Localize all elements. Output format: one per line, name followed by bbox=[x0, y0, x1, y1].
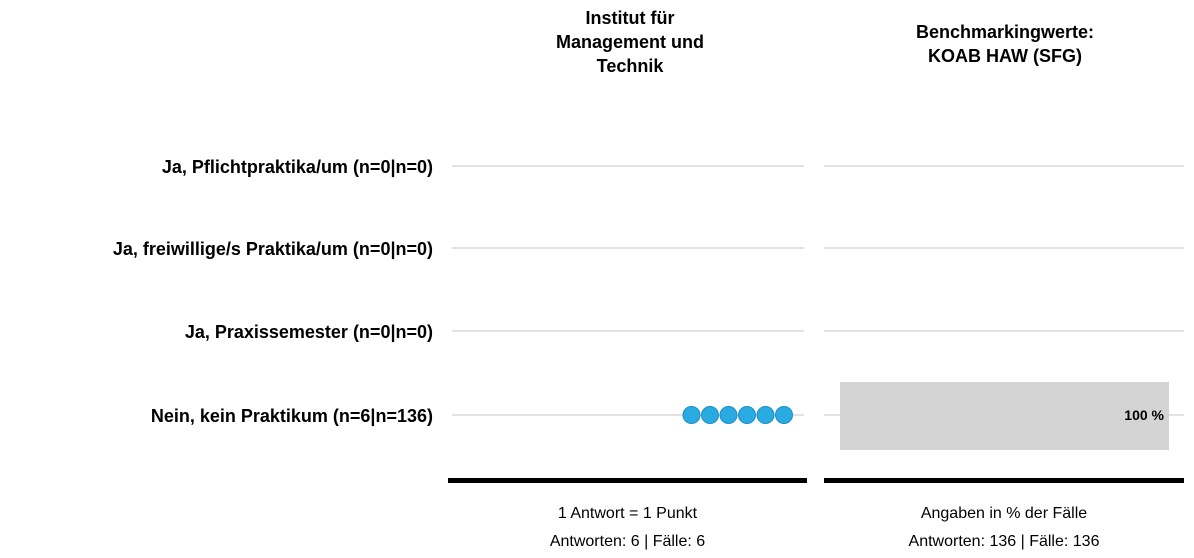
right-counts: Antworten: 136 | Fälle: 136 bbox=[908, 533, 1100, 550]
right-grid-line bbox=[824, 330, 1184, 332]
right-unit-note: Angaben in % der Fälle bbox=[920, 505, 1088, 522]
left-unit-note: 1 Antwort = 1 Punkt bbox=[557, 505, 698, 522]
row-label-pflichtpraktika: Ja, Pflichtpraktika/um (n=0|n=0) bbox=[161, 157, 433, 177]
response-dot bbox=[682, 406, 701, 424]
row-label-praxissemester: Ja, Praxissemester (n=0|n=0) bbox=[184, 322, 433, 342]
right-axis-bar bbox=[824, 478, 1184, 483]
response-dot bbox=[719, 406, 738, 424]
left-grid-line bbox=[452, 330, 804, 332]
row-label-kein-praktikum: Nein, kein Praktikum (n=6|n=136) bbox=[150, 406, 433, 426]
left-grid-line bbox=[452, 247, 804, 249]
right-footer: Angaben in % der Fälle Antworten: 136 | … bbox=[824, 500, 1184, 556]
response-dot bbox=[701, 406, 719, 424]
right-panel-title: Benchmarkingwerte: KOAB HAW (SFG) bbox=[915, 22, 1095, 66]
right-grid-line bbox=[824, 165, 1184, 167]
row-label-freiwillige-praktika: Ja, freiwillige/s Praktika/um (n=0|n=0) bbox=[112, 239, 433, 259]
benchmark-bar bbox=[840, 382, 1169, 450]
response-dot bbox=[756, 406, 775, 424]
bar-value-label: 100 % bbox=[1124, 407, 1164, 423]
left-grid-line bbox=[452, 414, 804, 416]
left-counts: Antworten: 6 | Fälle: 6 bbox=[549, 533, 706, 550]
left-grid-line bbox=[452, 165, 804, 167]
response-dot bbox=[738, 406, 756, 424]
response-dot bbox=[775, 406, 793, 424]
right-grid-line bbox=[824, 247, 1184, 249]
left-footer: 1 Antwort = 1 Punkt Antworten: 6 | Fälle… bbox=[448, 500, 807, 556]
left-axis-bar bbox=[448, 478, 807, 483]
left-panel-title: Institut für Management und Technik bbox=[555, 8, 704, 76]
